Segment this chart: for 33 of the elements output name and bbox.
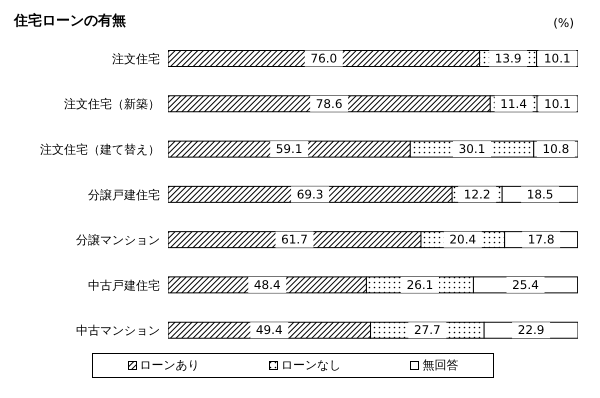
legend-label: ローンあり	[140, 357, 200, 374]
data-label: 76.0	[310, 51, 338, 66]
data-label: 22.9	[518, 323, 544, 338]
data-label: 26.1	[406, 278, 434, 292]
data-label: 27.7	[414, 323, 441, 338]
y-tick-label: 分譲マンション	[76, 233, 160, 248]
data-label: 59.1	[276, 142, 303, 156]
data-label: 12.2	[464, 187, 490, 202]
y-tick-label: 注文住宅（建て替え）	[40, 142, 160, 156]
legend-label: 無回答	[422, 357, 458, 374]
data-label: 20.4	[449, 232, 476, 247]
data-label: 10.1	[544, 96, 571, 111]
data-label: 61.7	[281, 232, 308, 247]
data-label: 11.4	[500, 96, 527, 111]
y-tick-label: 注文住宅	[112, 52, 160, 66]
data-label: 10.8	[542, 142, 570, 156]
chart-title: 住宅ローンの有無	[14, 12, 126, 30]
y-tick-label: 注文住宅（新築）	[64, 97, 160, 112]
data-label: 25.4	[512, 278, 539, 292]
data-label: 30.1	[458, 142, 486, 156]
y-tick-label: 中古戸建住宅	[88, 278, 160, 292]
legend-label: ローンなし	[280, 357, 341, 374]
data-label: 13.9	[494, 51, 522, 66]
y-tick-label: 分譲戸建住宅	[88, 188, 160, 202]
data-label: 17.8	[528, 232, 554, 247]
y-tick-label: 中古マンション	[76, 324, 160, 338]
data-label: 78.6	[316, 96, 342, 111]
data-label: 10.1	[544, 51, 571, 66]
data-label: 18.5	[526, 187, 554, 202]
text: (%)	[553, 16, 574, 30]
data-label: 48.4	[254, 278, 281, 292]
data-label: 49.4	[256, 323, 283, 338]
data-label: 69.3	[296, 187, 324, 202]
